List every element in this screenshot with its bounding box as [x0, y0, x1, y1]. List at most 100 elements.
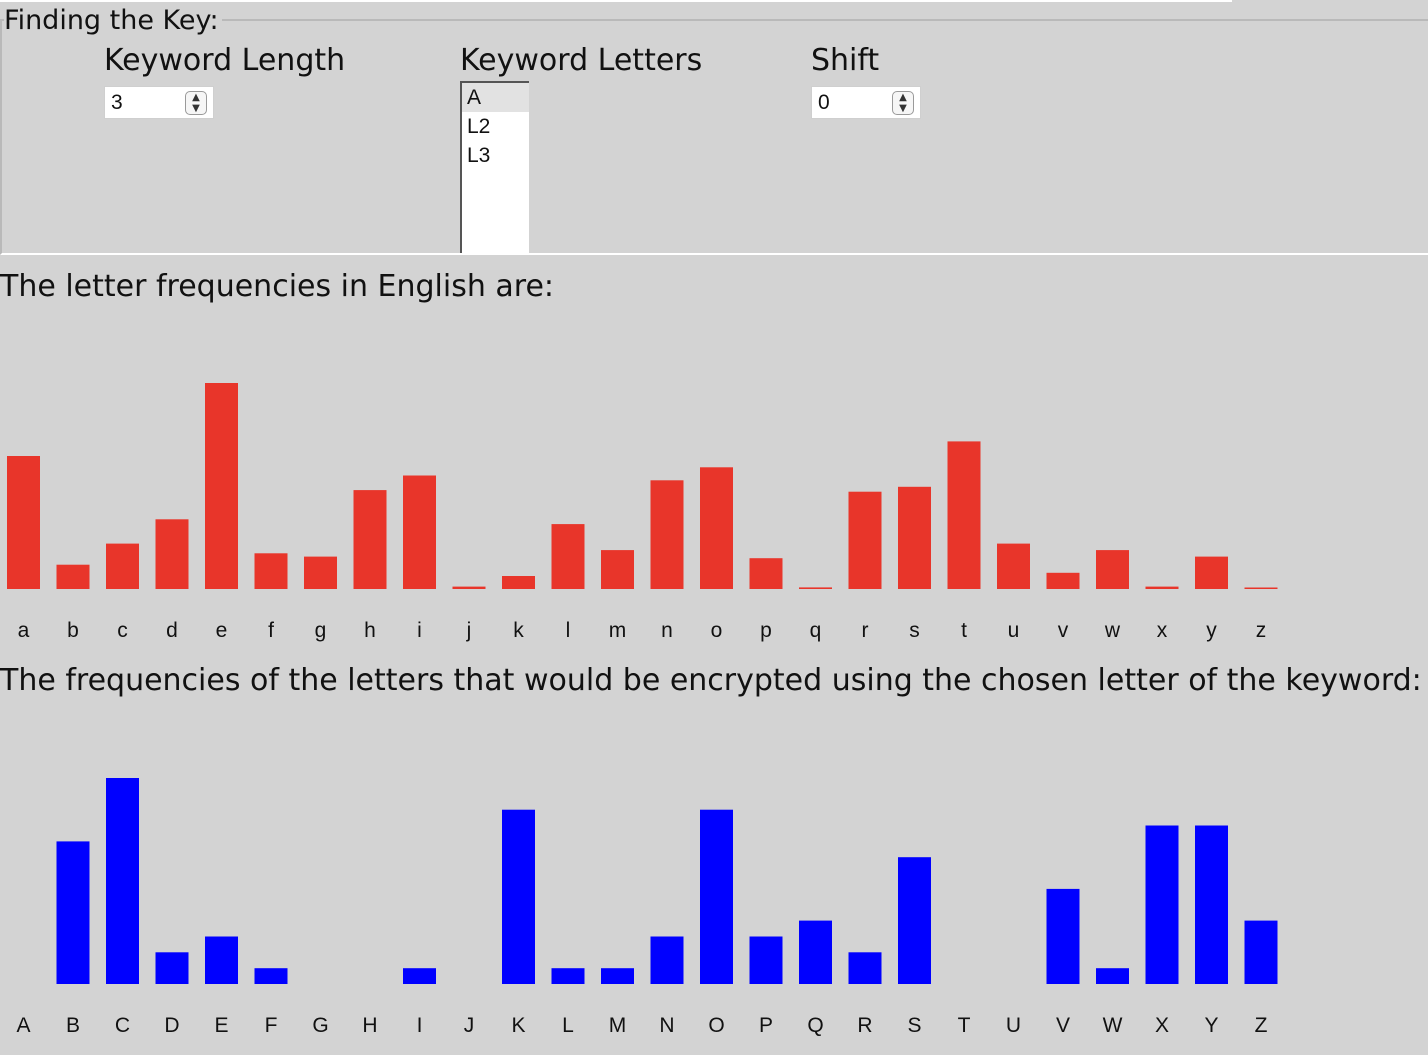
english-bar-j [452, 586, 486, 589]
cipher-bar-M [601, 968, 634, 984]
cipher-tick-label: J [464, 1014, 475, 1037]
english-bar-i [403, 475, 436, 589]
cipher-bar-R [848, 952, 882, 984]
shift-stepper-arrows[interactable]: ▲ ▼ [892, 91, 914, 115]
english-bar-r [848, 491, 882, 589]
english-bar-q [799, 587, 832, 589]
english-tick-label: r [862, 619, 869, 642]
english-tick-label: y [1206, 619, 1217, 642]
cipher-bar-Q [799, 920, 832, 984]
cipher-tick-label: F [265, 1014, 278, 1037]
cipher-tick-label: X [1155, 1014, 1169, 1037]
english-bar-m [601, 550, 634, 589]
cipher-tick-label: E [214, 1014, 228, 1037]
cipher-bar-Y [1195, 825, 1228, 984]
keyword-length-stepper-arrows[interactable]: ▲ ▼ [185, 91, 207, 115]
english-tick-label: t [961, 619, 967, 642]
cipher-tick-label: T [958, 1014, 971, 1037]
english-frequencies-heading: The letter frequencies in English are: [0, 269, 555, 304]
english-tick-label: f [268, 619, 274, 642]
shift-label: Shift [811, 43, 880, 78]
cipher-tick-label: R [857, 1014, 872, 1037]
cipher-frequency-chart: A B C D E F G H I J K L M N O P Q R S T U V W X Y Z [16, 778, 1278, 1037]
english-bar-f [254, 553, 288, 589]
english-bar-g [304, 556, 337, 589]
english-tick-label: u [1008, 619, 1020, 642]
keyword-letter-item[interactable]: L3 [467, 144, 491, 167]
english-tick-label: l [566, 619, 571, 642]
keyword-length-input[interactable] [108, 89, 181, 116]
english-bar-t [947, 441, 981, 589]
cipher-bar-Z [1244, 920, 1278, 984]
keyword-letter-item[interactable]: L2 [467, 115, 491, 138]
finding-the-key-panel [0, 19, 1428, 255]
cipher-bar-L [551, 968, 585, 984]
cipher-tick-label: B [66, 1014, 80, 1037]
cipher-tick-label: N [659, 1014, 674, 1037]
keyword-length-stepper[interactable]: ▲ ▼ [104, 86, 214, 119]
cipher-tick-label: A [16, 1014, 30, 1037]
english-tick-label: g [315, 619, 327, 642]
english-tick-label: k [513, 619, 524, 642]
cipher-tick-label: Q [807, 1014, 823, 1037]
cipher-bar-D [155, 952, 189, 984]
chevron-down-icon[interactable]: ▼ [192, 103, 200, 114]
english-bar-n [650, 480, 684, 589]
cipher-tick-label: C [115, 1014, 130, 1037]
cipher-bar-S [898, 857, 931, 984]
keyword-length-label: Keyword Length [104, 43, 346, 78]
keyword-letter-item[interactable]: A [462, 83, 529, 112]
chevron-down-icon[interactable]: ▼ [899, 103, 907, 114]
english-tick-label: w [1104, 619, 1121, 642]
english-tick-label: m [609, 619, 627, 642]
english-tick-label: j [466, 619, 472, 642]
shift-stepper[interactable]: ▲ ▼ [811, 86, 921, 119]
cipher-bar-N [650, 936, 684, 984]
english-bar-d [155, 519, 189, 589]
english-bar-z [1244, 587, 1278, 589]
cipher-bar-V [1046, 888, 1080, 984]
cipher-bar-O [700, 809, 733, 984]
english-tick-label: o [711, 619, 723, 642]
keyword-letters-listbox[interactable]: A L2 L3 [460, 81, 529, 253]
cipher-bar-C [106, 778, 139, 984]
cipher-tick-label: L [562, 1014, 574, 1037]
english-frequency-chart: a b c d e f g h i j k l m n o p q r s t u v w x y z [7, 383, 1278, 642]
english-tick-label: v [1058, 619, 1069, 642]
cipher-bar-B [56, 841, 90, 984]
english-bar-x [1145, 586, 1179, 589]
cipher-bar-W [1096, 968, 1129, 984]
english-bar-w [1096, 550, 1129, 589]
english-bar-e [205, 383, 238, 589]
cipher-tick-label: U [1006, 1014, 1021, 1037]
cipher-bar-K [502, 809, 535, 984]
english-bar-p [749, 558, 783, 589]
cipher-bar-P [749, 936, 783, 984]
cipher-tick-label: M [609, 1014, 627, 1037]
english-tick-label: a [18, 619, 30, 642]
english-tick-label: e [216, 619, 228, 642]
english-tick-label: b [67, 619, 79, 642]
english-bar-k [502, 576, 535, 589]
english-tick-label: n [661, 619, 673, 642]
cipher-tick-label: D [164, 1014, 179, 1037]
cipher-tick-label: Y [1204, 1014, 1218, 1037]
cipher-bar-E [205, 936, 238, 984]
finding-the-key-legend: Finding the Key: [4, 4, 222, 38]
english-bar-u [997, 543, 1030, 589]
window-top-edge [0, 0, 1232, 2]
cipher-tick-label: P [759, 1014, 773, 1037]
chevron-up-icon[interactable]: ▲ [192, 92, 200, 103]
cipher-tick-label: G [312, 1014, 328, 1037]
cipher-tick-label: K [511, 1014, 525, 1037]
english-bar-y [1195, 556, 1228, 589]
english-tick-label: h [364, 619, 376, 642]
shift-input[interactable] [815, 89, 888, 116]
english-tick-label: d [166, 619, 178, 642]
cipher-tick-label: H [362, 1014, 377, 1037]
cipher-tick-label: O [708, 1014, 724, 1037]
english-bar-c [106, 543, 139, 589]
cipher-tick-label: W [1103, 1014, 1123, 1037]
cipher-bar-F [254, 968, 288, 984]
chevron-up-icon[interactable]: ▲ [899, 92, 907, 103]
